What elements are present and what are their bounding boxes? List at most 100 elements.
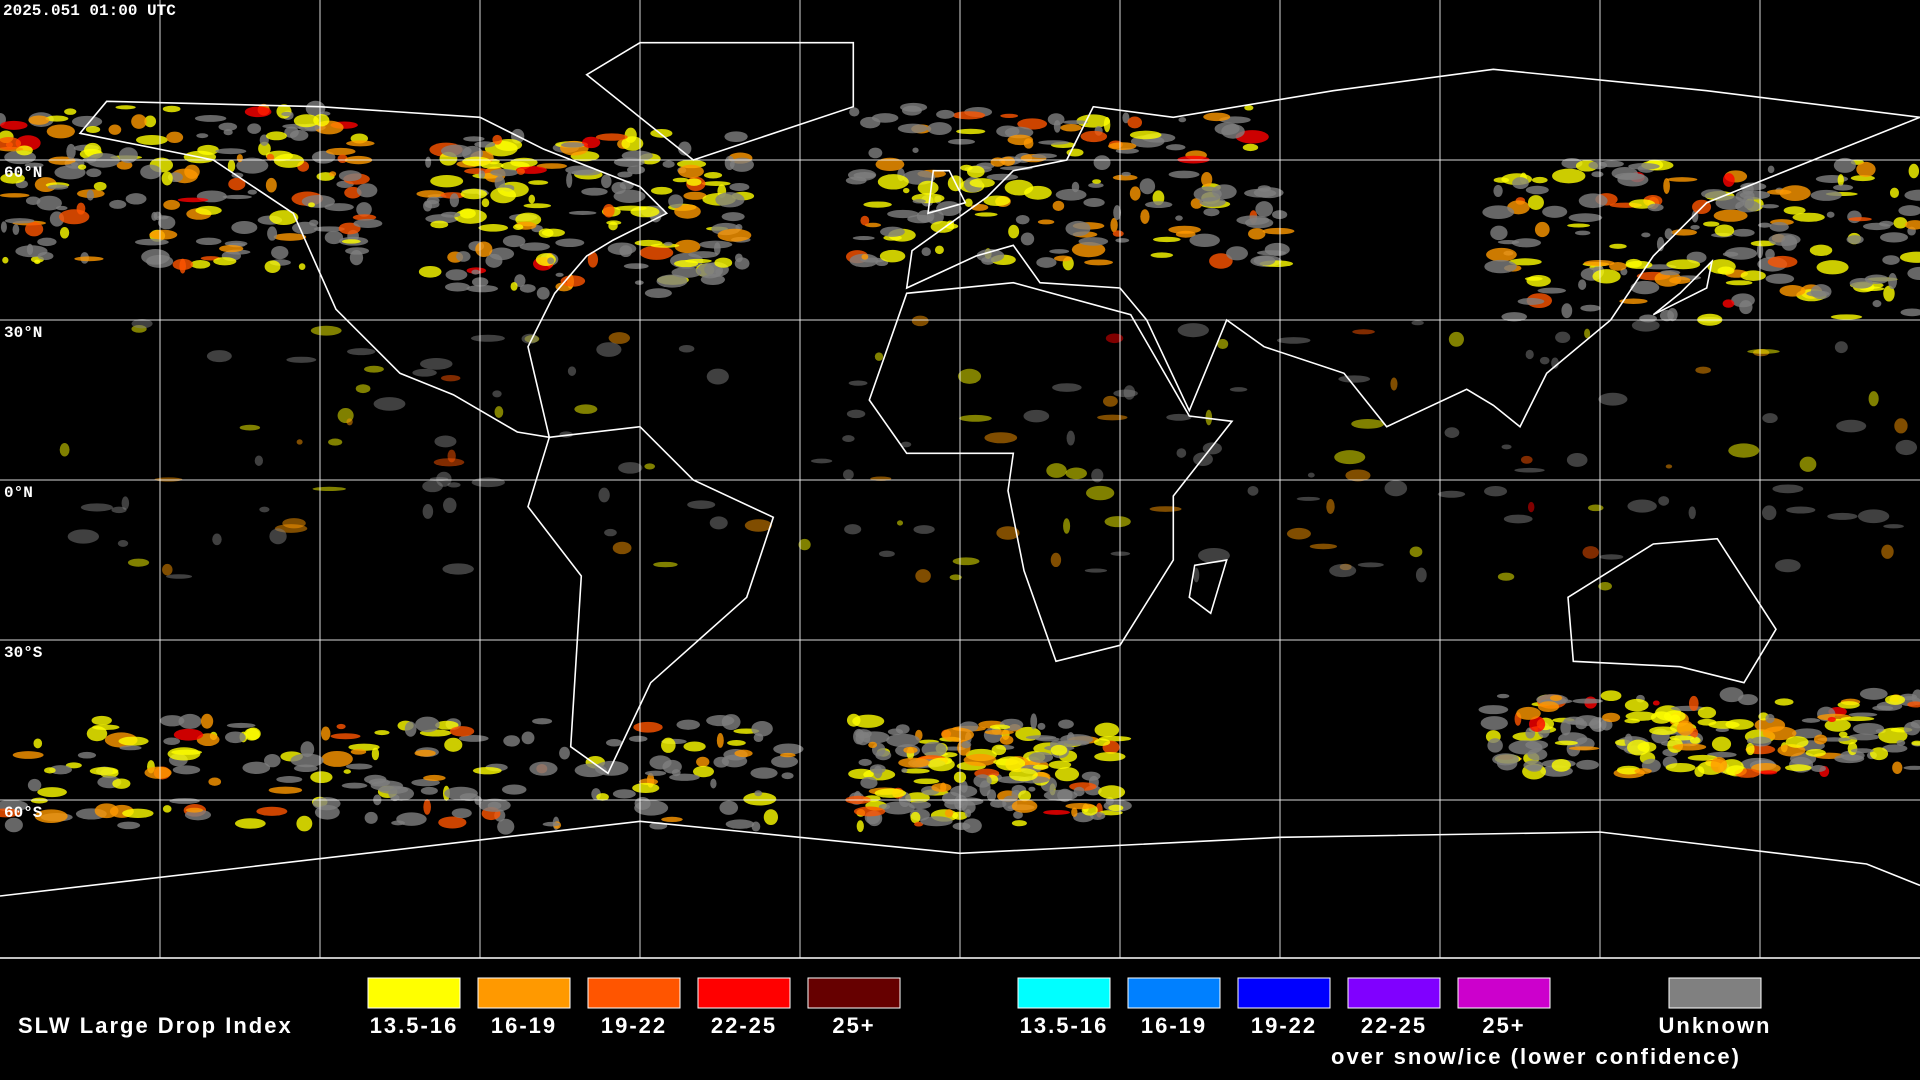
cloud-patch (434, 435, 457, 448)
cloud-patch (510, 157, 538, 168)
cloud-patch (1054, 767, 1080, 782)
cloud-patch (612, 541, 632, 555)
cloud-patch (687, 500, 716, 509)
cloud-patch (497, 818, 515, 835)
cloud-patch (983, 727, 1003, 743)
cloud-patch (1493, 177, 1510, 183)
cloud-patch (1572, 698, 1604, 704)
cloud-patch (1334, 450, 1366, 465)
cloud-patch (1110, 217, 1118, 233)
cloud-patch (1816, 260, 1849, 275)
cloud-patch (1415, 567, 1427, 583)
legend-swatch-label: 16-19 (491, 1013, 557, 1038)
cloud-patch (900, 441, 912, 448)
cloud-patch (1801, 718, 1821, 723)
latitude-label: 60°N (4, 164, 42, 182)
cloud-patch (245, 727, 261, 741)
cloud-patch (1663, 178, 1670, 194)
cloud-patch (1203, 208, 1220, 217)
cloud-patch (1805, 748, 1826, 757)
cloud-patch (0, 136, 22, 150)
cloud-patch (44, 767, 56, 774)
cloud-patch (754, 790, 763, 797)
cloud-patch (1492, 753, 1519, 766)
cloud-patch (650, 186, 673, 195)
cloud-patch (1525, 185, 1549, 195)
cloud-patch (37, 237, 57, 247)
cloud-patch (48, 156, 76, 165)
cloud-patch (528, 180, 549, 185)
cloud-patch (1525, 349, 1534, 360)
cloud-patch (449, 726, 475, 737)
cloud-patch (653, 561, 678, 568)
cloud-patch (276, 776, 303, 783)
cloud-patch (901, 105, 922, 116)
cloud-patch (574, 763, 607, 778)
cloud-patch (1176, 448, 1187, 458)
cloud-patch (874, 788, 907, 798)
cloud-patch (725, 819, 755, 829)
cloud-patch (1444, 427, 1460, 438)
cloud-patch (1567, 223, 1591, 228)
cloud-patch (438, 816, 467, 829)
cloud-patch (373, 397, 406, 411)
cloud-patch (169, 798, 200, 804)
cloud-patch (1722, 173, 1735, 187)
coastline (527, 425, 775, 775)
cloud-patch (1242, 143, 1259, 152)
cloud-patch (880, 226, 905, 237)
cloud-patch (178, 713, 202, 729)
cloud-patch (1276, 337, 1311, 344)
cloud-patch (1098, 785, 1126, 799)
cloud-patch (1765, 713, 1775, 724)
cloud-patch (1772, 484, 1804, 494)
cloud-patch (127, 558, 150, 567)
cloud-patch (1762, 726, 1797, 741)
cloud-patch (1390, 377, 1398, 391)
cloud-patch (607, 242, 637, 255)
cloud-patch (0, 193, 30, 198)
latitude-label: 0°N (4, 484, 33, 502)
cloud-patch (1065, 802, 1095, 810)
graticule: 60°N 30°N 0°N 30°S 60°S (0, 0, 1920, 958)
cloud-patch (674, 239, 701, 254)
cloud-patch (293, 114, 319, 128)
cloud-patch (213, 257, 237, 266)
cloud-patch (678, 344, 695, 353)
cloud-patch (1672, 743, 1707, 751)
cloud-patch (310, 325, 342, 336)
cloud-patch (1667, 308, 1678, 322)
cloud-patch (135, 134, 168, 145)
cloud-patch (902, 187, 910, 194)
cloud-patch (1108, 804, 1124, 812)
cloud-patch (621, 136, 644, 151)
cloud-patch (873, 765, 883, 779)
cloud-patch (1703, 221, 1720, 227)
cloud-patch (587, 251, 599, 268)
coastline (1652, 258, 1714, 316)
cloud-patch (1894, 418, 1908, 434)
cloud-patch (140, 164, 162, 180)
cloud-patch (219, 244, 244, 253)
cloud-patch (166, 574, 193, 579)
timestamp: 2025.051 01:00 UTC (3, 2, 176, 20)
cloud-patch (222, 194, 252, 200)
cloud-patch (1552, 168, 1586, 184)
cloud-patch (1503, 514, 1533, 524)
cloud-patch (1911, 740, 1920, 746)
cloud-patch (412, 368, 437, 377)
cloud-patch (1759, 770, 1778, 775)
cloud-patch (1739, 190, 1771, 200)
cloud-patch (1665, 762, 1696, 773)
cloud-patch (161, 171, 173, 186)
cloud-patch (1625, 258, 1642, 268)
cloud-patch (1052, 200, 1065, 211)
snow-ice-caption: over snow/ice (lower confidence) (1331, 1044, 1741, 1069)
cloud-patch (1351, 418, 1385, 429)
cloud-patch (724, 131, 748, 143)
cloud-patch (877, 174, 909, 190)
cloud-patch (1882, 255, 1900, 265)
cloud-patch (927, 757, 955, 772)
cloud-patch (1846, 235, 1864, 245)
cloud-patch (1050, 744, 1068, 756)
